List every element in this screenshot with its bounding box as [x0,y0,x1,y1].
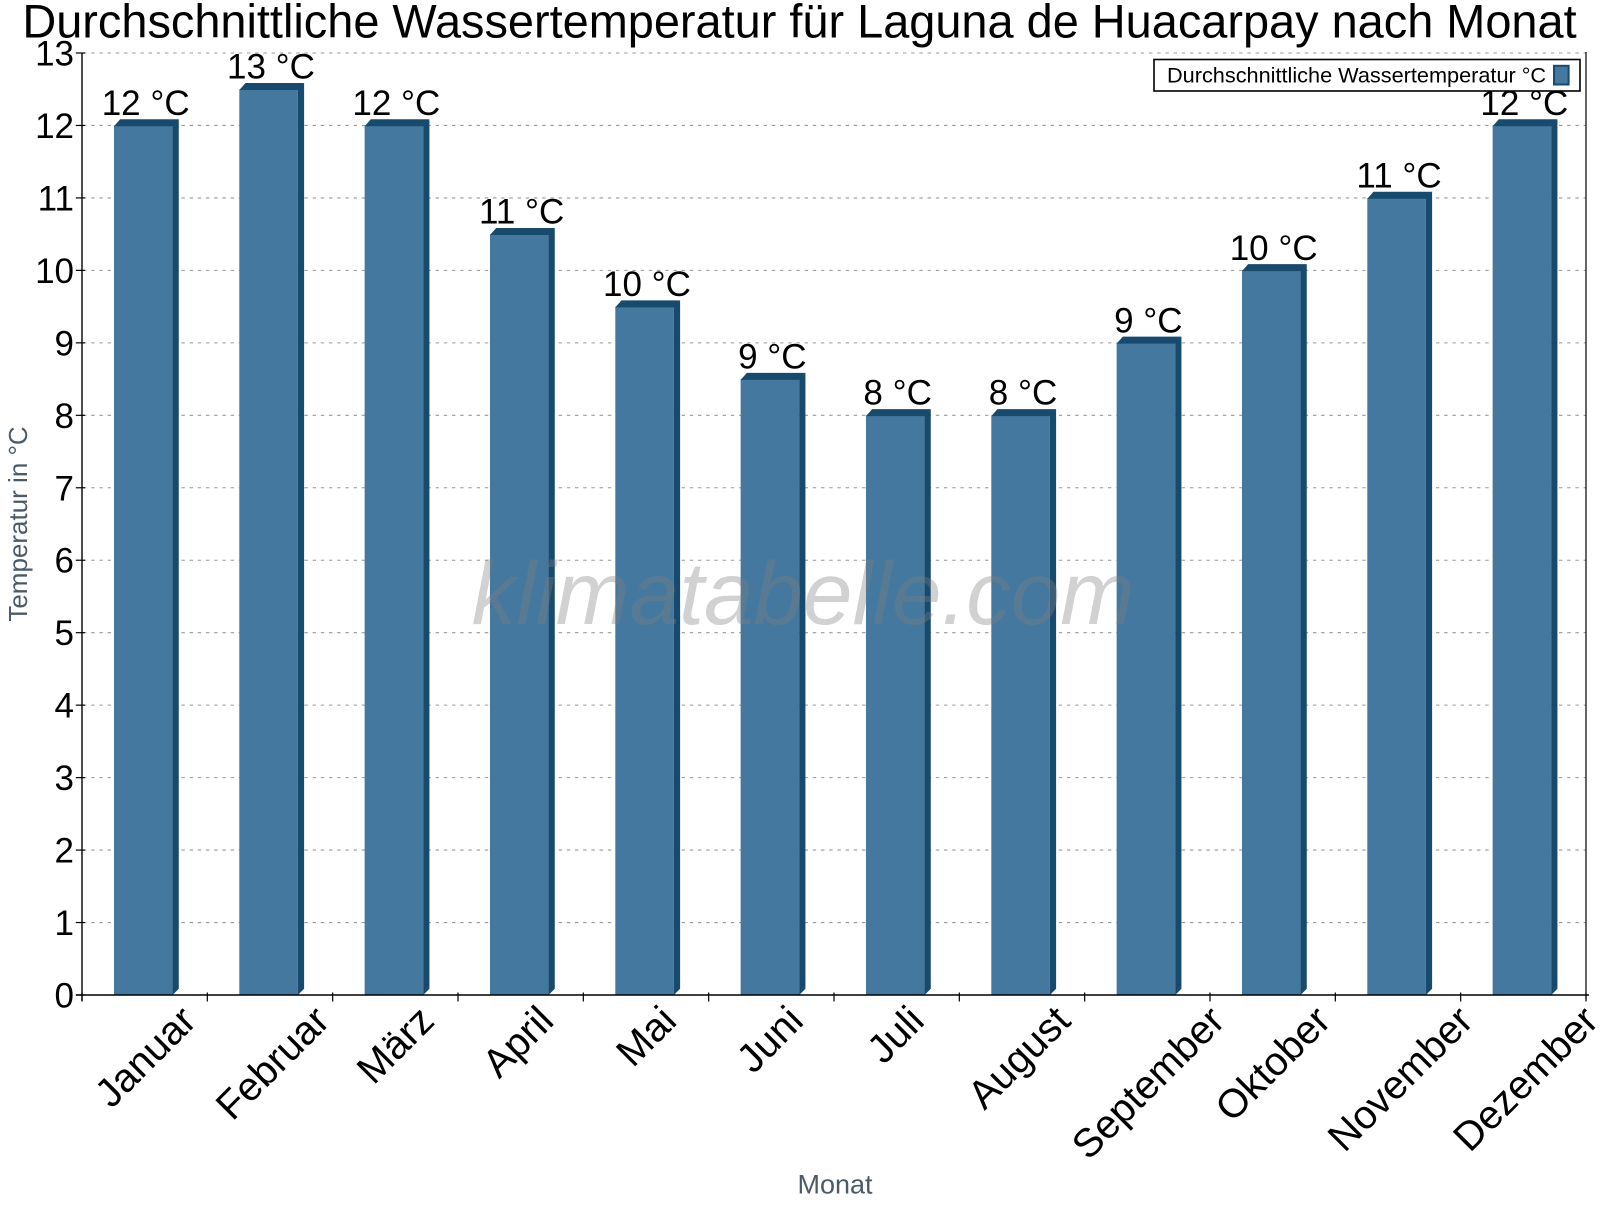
svg-text:klimatabelle.com: klimatabelle.com [472,543,1135,643]
svg-text:0: 0 [55,977,74,1016]
svg-text:11: 11 [38,179,74,218]
svg-text:Monat: Monat [797,1170,873,1200]
svg-text:2: 2 [55,832,74,871]
svg-text:11 °C: 11 °C [1356,156,1441,195]
svg-text:12 °C: 12 °C [102,84,190,123]
svg-text:Temperatur in °C: Temperatur in °C [3,426,33,621]
svg-text:4: 4 [55,687,74,726]
svg-text:10 °C: 10 °C [1230,229,1318,268]
svg-text:3: 3 [55,759,74,798]
svg-text:6: 6 [55,542,74,581]
svg-text:8 °C: 8 °C [863,374,931,413]
svg-text:9 °C: 9 °C [1114,301,1182,340]
svg-text:11 °C: 11 °C [479,193,564,232]
svg-text:10: 10 [35,252,74,291]
svg-text:10 °C: 10 °C [603,265,691,304]
svg-text:12 °C: 12 °C [352,84,440,123]
svg-text:8 °C: 8 °C [989,374,1057,413]
svg-text:1: 1 [55,904,74,943]
svg-text:5: 5 [55,614,74,653]
svg-text:8: 8 [55,397,74,436]
svg-text:12: 12 [35,107,74,146]
svg-text:Durchschnittliche Wassertemper: Durchschnittliche Wassertemperatur für L… [22,0,1576,48]
svg-text:9 °C: 9 °C [738,337,806,376]
svg-text:7: 7 [55,469,74,508]
svg-text:Durchschnittliche Wassertemper: Durchschnittliche Wassertemperatur °C [1167,63,1546,88]
svg-text:13: 13 [35,35,74,74]
svg-text:9: 9 [55,324,74,363]
svg-text:13 °C: 13 °C [227,48,315,87]
